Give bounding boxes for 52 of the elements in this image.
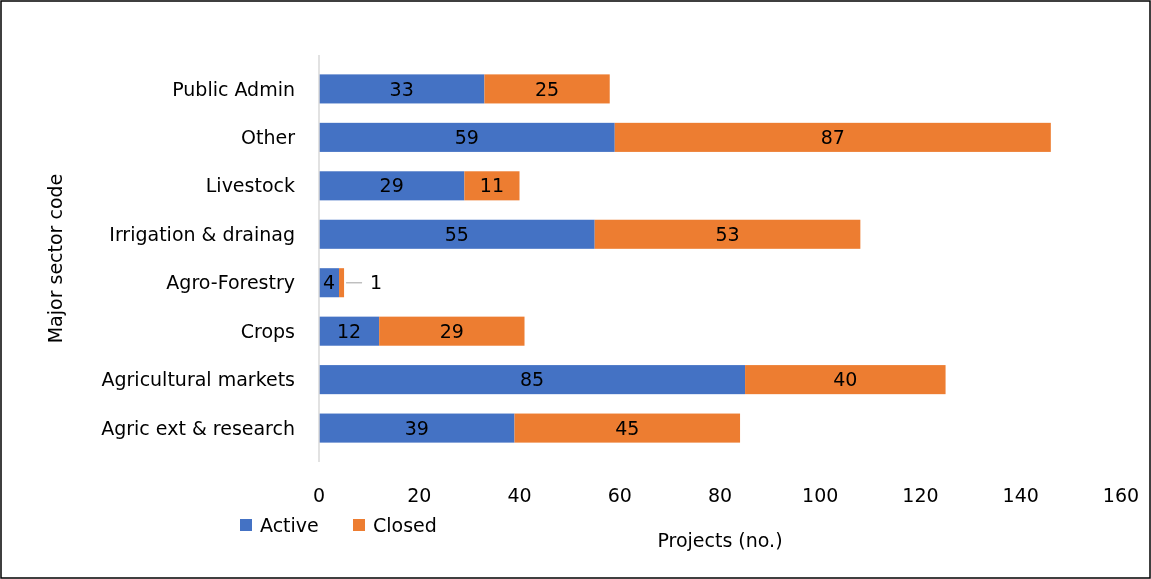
- y-tick-label: Agro-Forestry: [166, 271, 295, 294]
- data-label: 4: [322, 271, 336, 294]
- x-tick-label: 160: [1102, 484, 1140, 506]
- x-tick-label: 20: [407, 484, 432, 506]
- data-label: 40: [833, 368, 858, 391]
- bar: [339, 268, 345, 298]
- x-axis-title: Projects (no.): [657, 529, 783, 551]
- x-tick-label: 60: [607, 484, 632, 506]
- data-label: 25: [534, 77, 560, 100]
- bar: [594, 219, 861, 249]
- bar: [379, 316, 525, 346]
- data-label: 1: [370, 271, 383, 294]
- data-label: 45: [615, 416, 640, 439]
- data-label: 87: [820, 126, 845, 149]
- y-tick-label: Other: [241, 126, 296, 149]
- bar: [614, 122, 1051, 152]
- y-tick-label: Public Admin: [172, 77, 295, 100]
- data-label: 39: [404, 416, 429, 439]
- x-tick-label: 100: [802, 484, 839, 506]
- bar: [319, 413, 515, 443]
- legend-label: Active: [260, 513, 319, 536]
- bar: [319, 316, 380, 346]
- y-tick-label: Crops: [240, 319, 295, 342]
- bar: [745, 365, 946, 395]
- bar: [319, 74, 485, 104]
- bar: [484, 74, 610, 104]
- data-label: 33: [389, 77, 414, 100]
- x-tick-label: 0: [312, 484, 326, 506]
- x-tick-label: 140: [1002, 484, 1039, 506]
- data-label: 29: [379, 174, 404, 197]
- x-tick-label: 40: [507, 484, 532, 506]
- data-label: 12: [336, 319, 362, 342]
- bar: [319, 219, 595, 249]
- bar: [319, 365, 746, 395]
- x-tick-label: 80: [707, 484, 733, 506]
- data-label: 11: [479, 174, 505, 197]
- y-tick-label: Livestock: [205, 174, 295, 197]
- y-axis-title: Major sector code: [44, 173, 66, 344]
- data-label: 85: [519, 368, 545, 391]
- y-tick-label: Agric ext & research: [101, 416, 295, 439]
- bar: [319, 122, 615, 152]
- bar: [319, 171, 465, 201]
- legend-label: Closed: [373, 513, 437, 536]
- data-label: 55: [444, 222, 469, 245]
- data-label: 59: [454, 126, 479, 149]
- y-tick-label: Agricultural markets: [101, 368, 295, 391]
- y-tick-label: Irrigation & drainag: [109, 222, 295, 245]
- data-label: 29: [439, 319, 464, 342]
- x-tick-label: 120: [902, 484, 939, 506]
- bar: [514, 413, 741, 443]
- bar: [464, 171, 520, 201]
- data-label: 53: [715, 222, 740, 245]
